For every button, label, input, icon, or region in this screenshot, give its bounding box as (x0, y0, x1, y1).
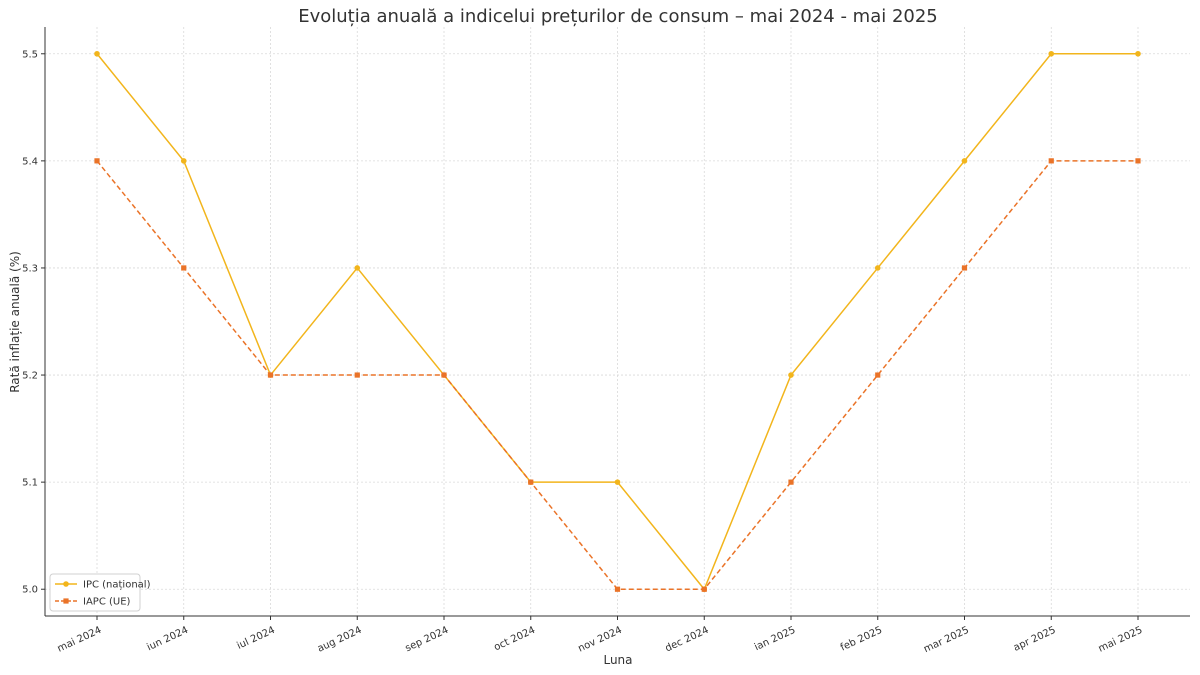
x-tick-label: aug 2024 (316, 625, 364, 655)
x-tick-label: feb 2025 (839, 625, 884, 654)
data-point (701, 586, 707, 592)
legend-swatch-marker (63, 598, 69, 604)
data-point (1135, 50, 1141, 57)
x-tick-label: apr 2025 (1012, 625, 1058, 654)
legend-label: IAPC (UE) (83, 597, 131, 608)
chart-title: Evoluția anuală a indicelui prețurilor d… (298, 6, 938, 27)
x-axis-label: Luna (603, 653, 632, 667)
data-point (614, 586, 621, 592)
data-point (875, 372, 881, 378)
data-point (788, 479, 794, 485)
data-point (441, 372, 447, 378)
data-point (181, 265, 187, 271)
legend-swatch-marker (63, 581, 69, 587)
x-ticks: mai 2024 iun 2024 iul 2024 aug 2024 sep 2024… (56, 616, 1145, 656)
series-layer (94, 50, 1141, 593)
x-tick-label: sep 2024 (404, 625, 451, 655)
data-point (1048, 158, 1054, 164)
data-point (180, 158, 187, 164)
x-tick-label: mai 2024 (56, 625, 104, 655)
data-point (1135, 158, 1141, 164)
data-point (788, 372, 794, 378)
data-point (94, 158, 100, 164)
data-point (267, 372, 274, 378)
x-tick-label: nov 2024 (577, 625, 624, 655)
x-tick-label: ian 2025 (753, 625, 797, 654)
y-tick-label: 5.5 (22, 49, 38, 60)
data-point (961, 265, 968, 271)
data-point (961, 158, 968, 164)
x-tick-label: mar 2025 (922, 625, 971, 656)
y-tick-label: 5.0 (22, 585, 38, 596)
legend: IPC (național) IAPC (UE) (49, 573, 151, 612)
y-tick-label: 5.1 (22, 478, 38, 489)
data-point (354, 265, 361, 271)
x-tick-label: iul 2024 (235, 625, 276, 652)
y-tick-label: 5.2 (22, 371, 38, 382)
y-tick-label: 5.4 (22, 156, 38, 167)
data-point (614, 479, 621, 485)
grid (45, 27, 1190, 616)
y-tick-label: 5.3 (22, 263, 38, 274)
data-point (94, 50, 100, 57)
x-tick-label: mai 2025 (1097, 625, 1145, 655)
data-point (354, 372, 360, 378)
data-point (1048, 50, 1055, 57)
y-ticks: 5.0 5.1 5.2 5.3 5.4 5.5 (22, 49, 45, 596)
data-point (528, 479, 534, 485)
x-tick-label: dec 2024 (664, 625, 711, 655)
data-point (874, 265, 881, 271)
y-axis-label: Rată inflație anuală (%) (8, 251, 22, 393)
legend-label: IPC (național) (83, 580, 151, 591)
x-tick-label: iun 2024 (145, 625, 190, 654)
x-tick-label: oct 2024 (492, 625, 537, 654)
